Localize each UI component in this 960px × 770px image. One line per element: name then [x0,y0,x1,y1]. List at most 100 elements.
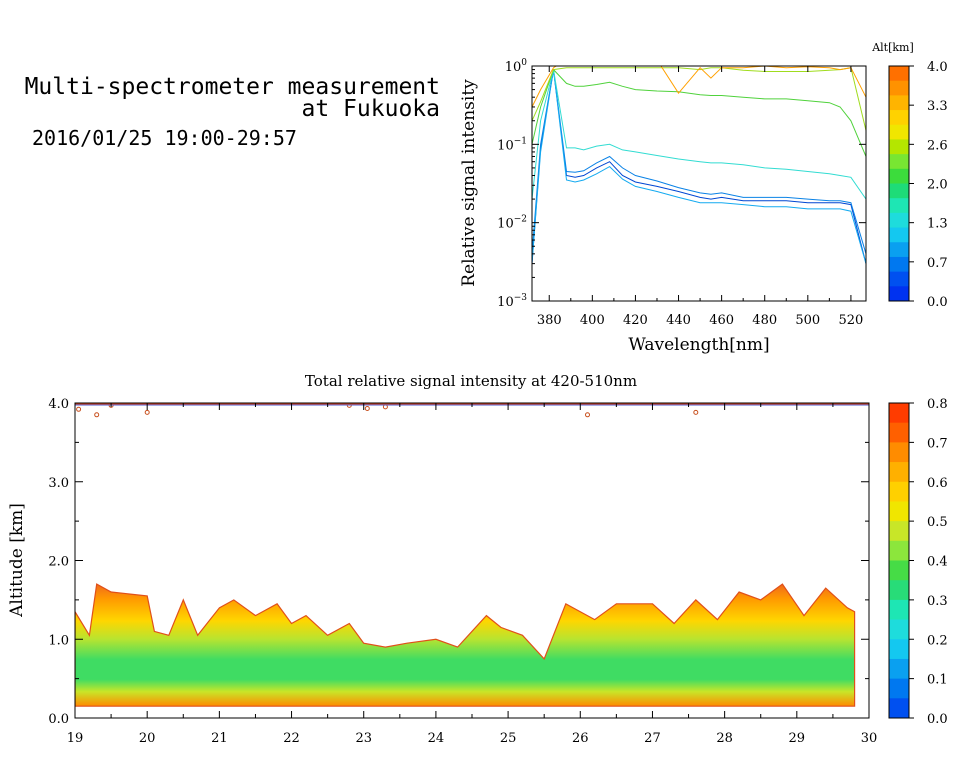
spectrum-series-line-5 [532,67,866,131]
spectrum-y-tick-label: 100 [505,58,528,75]
colorbar-tick-label: 2.0 [927,178,948,193]
colorbar-swatch [889,154,909,170]
heatmap-x-tick-label: 25 [500,731,517,746]
spectrum-series-line-4 [532,68,866,157]
colorbar-tick-label: 0.1 [927,673,948,688]
colorbar-swatch [889,227,909,243]
colorbar-swatch [889,212,909,229]
colorbar-swatch [889,619,909,640]
spectrum-panel: 380 400 420 440 460 480 500 520 100 10−1 10−2 10−3… [459,58,867,355]
colorbar-tick-label: 0.8 [927,397,948,412]
heatmap-top-contour [94,412,100,418]
heatmap-y-tick-label: 1.0 [48,633,69,648]
intensity-colorbar: 0.8 0.7 0.6 0.5 0.4 0.3 0.2 0.1 0.0 [888,397,948,727]
colorbar-swatch [889,256,909,273]
spectrum-y-axis-label: Relative signal intensity [459,79,479,287]
colorbar-tick-label: 0.4 [927,555,948,570]
colorbar-swatch [889,80,909,96]
spectrum-x-tick-label: 400 [580,313,605,328]
colorbar-tick-label: 2.6 [927,138,948,153]
chart-title-line2: at Fukuoka [301,96,440,122]
colorbar-swatch [889,698,909,719]
spectrum-x-tick-label: 420 [623,313,648,328]
colorbar-swatch [889,639,909,660]
heatmap-x-tick-label: 29 [789,731,806,746]
heatmap-y-tick-label: 2.0 [48,555,69,570]
colorbar-swatch [889,521,909,542]
chart-title-line1: Multi-spectrometer measurement [24,74,440,100]
heatmap-x-tick-label: 30 [861,731,878,746]
colorbar-tick-label: 0.6 [927,476,948,491]
colorbar-swatch [889,403,909,424]
colorbar-tick-label: 0.0 [927,295,948,310]
heatmap-top-contour [585,412,590,418]
colorbar-swatch [889,95,909,111]
colorbar-swatch [889,198,909,214]
colorbar-swatch [889,271,909,287]
spectrum-series-line-3 [532,69,866,200]
spectrum-series-line-0 [532,69,866,264]
spectrum-y-tick-label: 10−2 [497,215,527,232]
heatmap-y-tick-label: 3.0 [48,476,69,491]
heatmap-top-contour [144,409,150,415]
heatmap-x-tick-label: 19 [67,731,84,746]
spectrum-y-tick-label: 10−1 [497,136,527,153]
spectrum-series-line-2 [532,69,866,264]
colorbar-swatch [889,658,909,680]
heatmap-x-tick-label: 28 [716,731,733,746]
heatmap-field [75,583,856,707]
colorbar-swatch [889,183,909,199]
colorbar-swatch [889,124,909,140]
heatmap-x-tick-label: 21 [211,731,228,746]
colorbar-swatch [889,540,909,561]
colorbar-swatch [889,66,909,82]
chart-subtitle: 2016/01/25 19:00-29:57 [32,126,297,150]
spectrum-x-axis-label: Wavelength[nm] [628,335,769,355]
spectrum-x-tick-label: 500 [795,313,820,328]
heatmap-panel: Total relative signal intensity at 420-5… [7,372,877,746]
colorbar-swatch [889,560,909,581]
colorbar-swatch [889,110,909,126]
spectrum-x-tick-label: 520 [839,313,864,328]
colorbar-swatch [889,501,909,522]
spectrum-x-tick-label: 460 [709,313,734,328]
colorbar-swatch [889,481,909,502]
colorbar-swatch [889,139,909,155]
colorbar-tick-label: 1.3 [927,217,948,232]
colorbar-swatch [889,580,909,601]
heatmap-x-tick-label: 20 [139,731,156,746]
heatmap-y-tick-label: 4.0 [48,397,69,412]
colorbar-tick-label: 0.0 [927,712,948,727]
colorbar-swatch [889,599,909,621]
colorbar-swatch [889,168,909,184]
colorbar-tick-label: 4.0 [927,60,948,75]
colorbar-tick-label: 0.5 [927,515,948,530]
colorbar-swatch [889,242,909,258]
heatmap-top-contour [364,406,370,411]
heatmap-title: Total relative signal intensity at 420-5… [305,372,637,390]
heatmap-x-tick-label: 26 [572,731,589,746]
spectrum-x-tick-label: 440 [666,313,691,328]
colorbar-tick-label: 3.3 [927,99,948,114]
heatmap-x-tick-label: 27 [644,731,661,746]
colorbar-swatch [889,462,909,483]
colorbar-swatch [889,678,909,699]
colorbar-swatch [889,442,909,463]
altitude-colorbar: Alt[km] 4.0 3.3 2.6 2.0 1.3 0.7 0.0 [871,41,947,310]
heatmap-x-tick-label: 24 [428,731,445,746]
spectrum-x-tick-label: 480 [752,313,777,328]
colorbar-swatch [889,422,909,443]
colorbar-alt-label: Alt[km] [871,41,914,54]
heatmap-x-tick-label: 22 [283,731,300,746]
heatmap-x-tick-label: 23 [355,731,372,746]
colorbar-tick-label: 0.2 [927,633,948,648]
colorbar-tick-label: 0.3 [927,594,948,609]
spectrum-frame [531,65,867,302]
spectrum-x-tick-label: 380 [537,313,562,328]
colorbar-tick-label: 0.7 [927,256,948,271]
heatmap-y-axis-label: Altitude [km] [7,503,27,618]
spectrum-series-line-1 [532,69,866,254]
spectrum-series-line-6 [532,66,866,108]
colorbar-tick-label: 0.7 [927,436,948,451]
